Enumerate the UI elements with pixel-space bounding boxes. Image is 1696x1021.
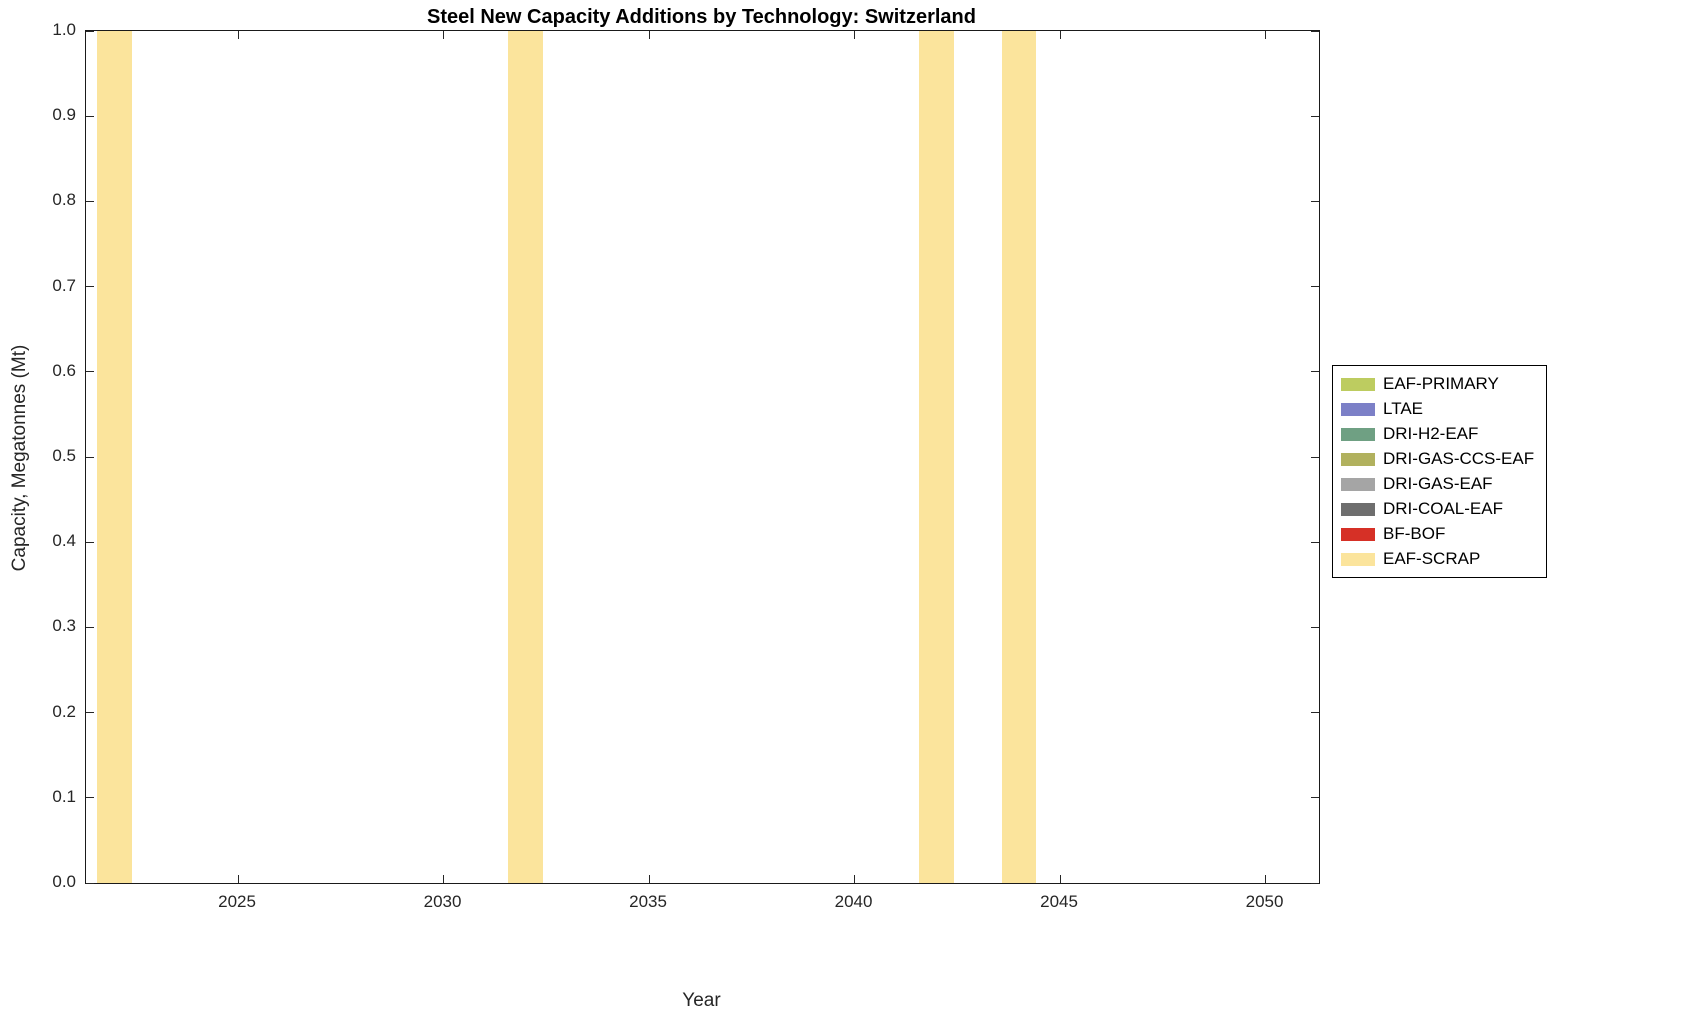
- legend-label: EAF-SCRAP: [1383, 549, 1481, 568]
- x-tick-mark: [443, 31, 445, 39]
- x-axis-label: Year: [682, 990, 721, 1011]
- legend-label: BF-BOF: [1383, 524, 1446, 543]
- legend-swatch-icon: [1341, 502, 1375, 516]
- y-tick-mark: [1311, 30, 1319, 32]
- y-tick-mark: [86, 541, 94, 543]
- y-tick-mark: [86, 286, 94, 288]
- y-tick-mark: [86, 371, 94, 373]
- x-tick-mark: [1059, 31, 1061, 39]
- x-tick-label: 2045: [1040, 892, 1078, 911]
- x-tick-mark: [443, 875, 445, 883]
- legend-swatch-icon: [1341, 402, 1375, 416]
- y-tick-mark: [1311, 286, 1319, 288]
- y-tick-mark: [86, 456, 94, 458]
- y-tick-mark: [1311, 882, 1319, 884]
- legend-item-dri-gas-ccs-eaf: DRI-GAS-CCS-EAF: [1341, 449, 1534, 469]
- legend-label: DRI-GAS-EAF: [1383, 474, 1493, 493]
- x-tick-mark: [1265, 31, 1267, 39]
- y-tick-mark: [86, 712, 94, 714]
- x-tick-mark: [648, 875, 650, 883]
- x-tick-mark: [854, 875, 856, 883]
- y-tick-mark: [86, 115, 94, 117]
- y-tick-label: 0.4: [52, 531, 76, 551]
- y-tick-label: 0.1: [52, 786, 76, 806]
- y-tick-mark: [1311, 371, 1319, 373]
- legend-item-eaf-scrap: EAF-SCRAP: [1341, 549, 1534, 569]
- y-tick-mark: [1311, 456, 1319, 458]
- y-tick-label: 0.2: [52, 701, 76, 721]
- y-tick-mark: [1311, 797, 1319, 799]
- y-tick-label: 0.0: [52, 872, 76, 891]
- bar-eaf-scrap-2032: [508, 31, 544, 883]
- bar-eaf-scrap-2022: [97, 31, 133, 883]
- x-tick-mark: [237, 31, 239, 39]
- y-tick-mark: [1311, 200, 1319, 202]
- legend-item-dri-gas-eaf: DRI-GAS-EAF: [1341, 474, 1534, 494]
- y-tick-label: 1.0: [52, 20, 76, 39]
- legend-item-dri-coal-eaf: DRI-COAL-EAF: [1341, 499, 1534, 519]
- y-tick-label: 0.5: [52, 446, 76, 465]
- y-tick-mark: [86, 797, 94, 799]
- legend-label: EAF-PRIMARY: [1383, 374, 1499, 393]
- y-tick-mark: [86, 30, 94, 32]
- chart-title: Steel New Capacity Additions by Technolo…: [427, 6, 976, 28]
- y-tick-mark: [86, 200, 94, 202]
- y-tick-label: 0.7: [52, 275, 76, 295]
- x-tick-label: 2050: [1245, 892, 1284, 911]
- legend-item-eaf-primary: EAF-PRIMARY: [1341, 374, 1534, 394]
- x-tick-mark: [1059, 875, 1061, 883]
- legend-swatch-icon: [1341, 477, 1375, 491]
- legend-swatch-icon: [1341, 552, 1375, 566]
- y-tick-label: 0.3: [52, 616, 76, 636]
- x-tick-mark: [648, 31, 650, 39]
- y-tick-mark: [86, 882, 94, 884]
- legend-label: DRI-COAL-EAF: [1383, 499, 1503, 518]
- legend-swatch-icon: [1341, 452, 1375, 466]
- x-tick-mark: [237, 875, 239, 883]
- legend: EAF-PRIMARY LTAE DRI-H2-EAF DRI-GAS-CCS-EAF…: [1332, 365, 1548, 578]
- legend-swatch-icon: [1341, 527, 1375, 541]
- bar-eaf-scrap-2044: [1001, 31, 1037, 883]
- y-tick-mark: [1311, 115, 1319, 117]
- legend-swatch-icon: [1341, 427, 1375, 441]
- legend-label: DRI-H2-EAF: [1383, 424, 1479, 443]
- legend-item-dri-h2-eaf: DRI-H2-EAF: [1341, 424, 1534, 444]
- legend-label: DRI-GAS-CCS-EAF: [1383, 449, 1535, 468]
- x-tick-label: 2040: [834, 892, 873, 911]
- legend-item-bf-bof: BF-BOF: [1341, 524, 1534, 544]
- y-tick-mark: [1311, 541, 1319, 543]
- y-tick-label: 0.8: [52, 190, 76, 210]
- x-tick-mark: [854, 31, 856, 39]
- x-tick-label: 2035: [629, 892, 667, 911]
- legend-item-ltae: LTAE: [1341, 399, 1534, 419]
- x-tick-mark: [1265, 875, 1267, 883]
- bar-eaf-scrap-2042: [919, 31, 955, 883]
- legend-label: LTAE: [1383, 399, 1423, 418]
- y-tick-mark: [86, 626, 94, 628]
- y-tick-label: 0.6: [52, 360, 76, 380]
- legend-swatch-icon: [1341, 377, 1375, 391]
- plot-area: [85, 30, 1320, 884]
- x-tick-label: 2030: [423, 892, 462, 911]
- x-tick-label: 2025: [218, 892, 256, 911]
- y-tick-mark: [1311, 626, 1319, 628]
- y-tick-mark: [1311, 712, 1319, 714]
- y-tick-label: 0.9: [52, 105, 76, 125]
- y-axis-label: Capacity, Megatonnes (Mt): [9, 344, 30, 572]
